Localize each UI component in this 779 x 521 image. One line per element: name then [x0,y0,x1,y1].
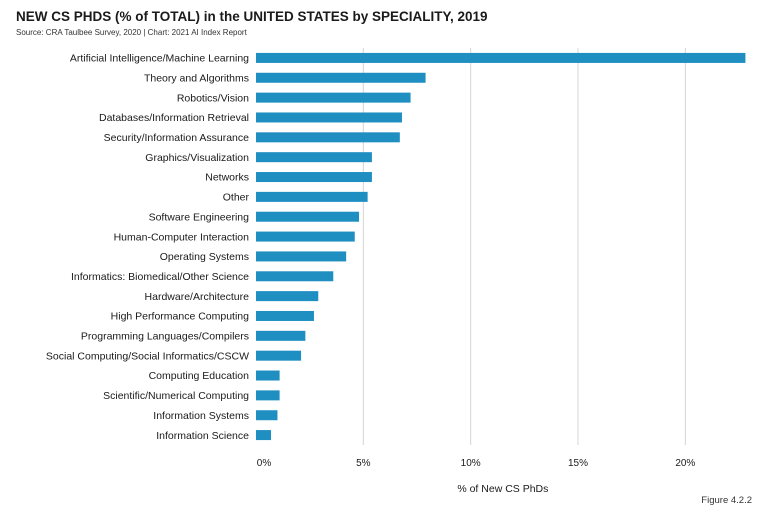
category-label: Robotics/Vision [177,92,249,104]
bar [256,172,372,183]
category-label: Information Science [156,430,249,442]
bar [256,370,280,381]
category-label: Hardware/Architecture [145,291,250,303]
bar [256,410,278,421]
bar [256,330,306,341]
chart-title: NEW CS PHDS (% of TOTAL) in the UNITED S… [16,9,488,24]
gridlines [362,48,686,445]
category-label: Social Computing/Social Informatics/CSCW [46,350,249,362]
chart-source: Source: CRA Taulbee Survey, 2020 | Chart… [16,28,247,37]
bar [256,291,319,302]
category-labels: Artificial Intelligence/Machine Learning… [46,53,250,442]
x-tick-labels: 0% 5% 10% 15% 20% [257,458,696,469]
category-label: Operating Systems [160,251,249,263]
category-label: Computing Education [149,370,250,382]
category-label: Human-Computer Interaction [114,231,250,243]
x-tick-label: 0% [257,458,272,469]
bar [256,152,372,163]
bar [256,72,426,83]
bar [256,52,746,63]
x-axis-title: % of New CS PhDs [457,483,548,495]
category-label: Networks [205,172,249,184]
figure-label: Figure 4.2.2 [701,495,752,506]
x-tick-label: 10% [461,458,481,469]
x-tick-label: 15% [568,458,588,469]
bar [256,430,272,441]
category-label: Artificial Intelligence/Machine Learning [70,53,249,65]
bars [256,52,746,441]
category-label: Theory and Algorithms [144,72,249,84]
x-tick-label: 20% [675,458,695,469]
category-label: Other [223,192,250,204]
category-label: High Performance Computing [111,311,249,323]
bar [256,231,355,242]
category-label: Graphics/Visualization [145,152,249,164]
bar [256,390,280,401]
category-label: Programming Languages/Compilers [81,331,249,343]
bar [256,211,360,222]
category-label: Information Systems [153,410,249,422]
bar [256,271,334,282]
category-label: Security/Information Assurance [104,132,249,144]
bar [256,191,368,202]
category-label: Scientific/Numerical Computing [103,390,249,402]
bar [256,251,347,262]
bar [256,350,302,361]
category-label: Informatics: Biomedical/Other Science [71,271,249,283]
bar [256,310,314,321]
bar [256,132,400,143]
x-tick-label: 5% [356,458,371,469]
bar [256,92,411,103]
bar [256,112,402,123]
category-label: Software Engineering [149,211,250,223]
category-label: Databases/Information Retrieval [99,112,249,124]
